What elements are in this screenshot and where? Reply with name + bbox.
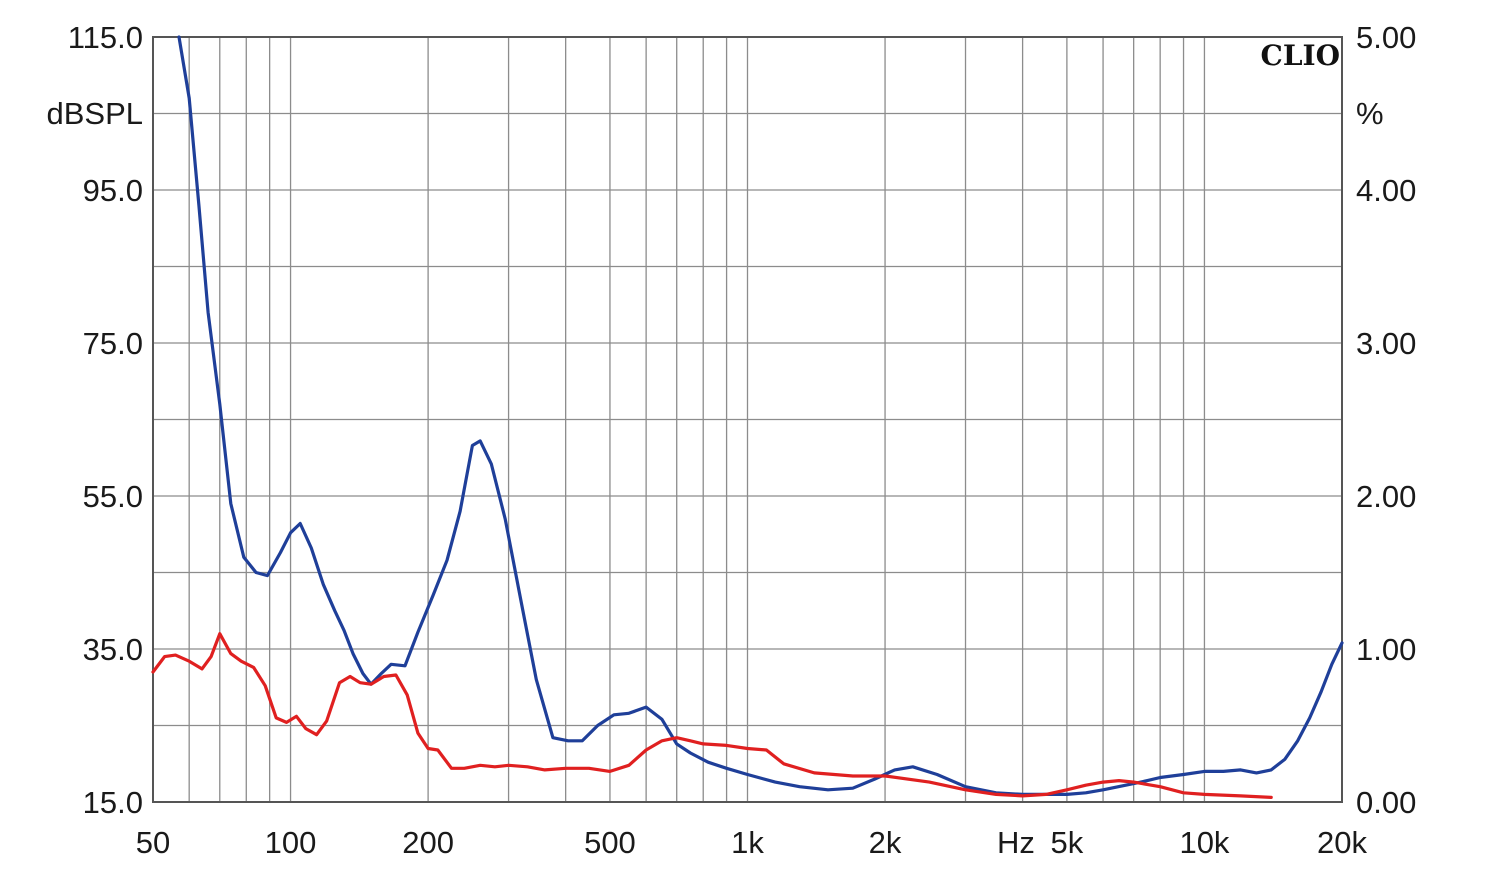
grid: [153, 37, 1342, 802]
x-tick-label: 5k: [1051, 825, 1084, 860]
y-tick-right-label: 0.00: [1356, 785, 1416, 820]
series-line-blue: [177, 35, 1344, 797]
x-tick-label: 200: [402, 825, 454, 860]
y-tick-right-label: 2.00: [1356, 479, 1416, 514]
y-tick-left-label: 95.0: [83, 173, 143, 208]
y-axis-right-ticks: 5.00 4.00 3.00 2.00 1.00 0.00: [1356, 20, 1416, 820]
x-tick-label: 50: [136, 825, 170, 860]
x-tick-label: 20k: [1317, 825, 1367, 860]
x-axis-ticks: 50 100 200 500 1k 2k 5k 10k 20k: [136, 825, 1368, 860]
y-tick-left-label: 35.0: [83, 632, 143, 667]
y-tick-left-label: 15.0: [83, 785, 143, 820]
x-tick-label: 500: [584, 825, 636, 860]
y-tick-left-label: 55.0: [83, 479, 143, 514]
y-tick-right-label: 5.00: [1356, 20, 1416, 55]
plot-frame: [152, 36, 1343, 803]
series-line-red: [151, 632, 1273, 800]
y-tick-right-label: 4.00: [1356, 173, 1416, 208]
y-axis-right-label: %: [1356, 96, 1384, 131]
y-tick-right-label: 3.00: [1356, 326, 1416, 361]
brand-logo: CLIO: [1261, 39, 1340, 72]
y-tick-right-label: 1.00: [1356, 632, 1416, 667]
series-group: [151, 35, 1344, 800]
x-tick-label: 2k: [869, 825, 902, 860]
x-axis-label: Hz: [997, 825, 1035, 860]
x-tick-label: 100: [265, 825, 317, 860]
y-tick-left-label: 75.0: [83, 326, 143, 361]
y-tick-left-label: 115.0: [68, 20, 143, 55]
x-tick-label: 1k: [731, 825, 764, 860]
x-tick-label: 10k: [1179, 825, 1229, 860]
y-axis-left-label: dBSPL: [46, 96, 143, 131]
y-axis-left-ticks: 115.0 95.0 75.0 55.0 35.0 15.0: [68, 20, 143, 820]
